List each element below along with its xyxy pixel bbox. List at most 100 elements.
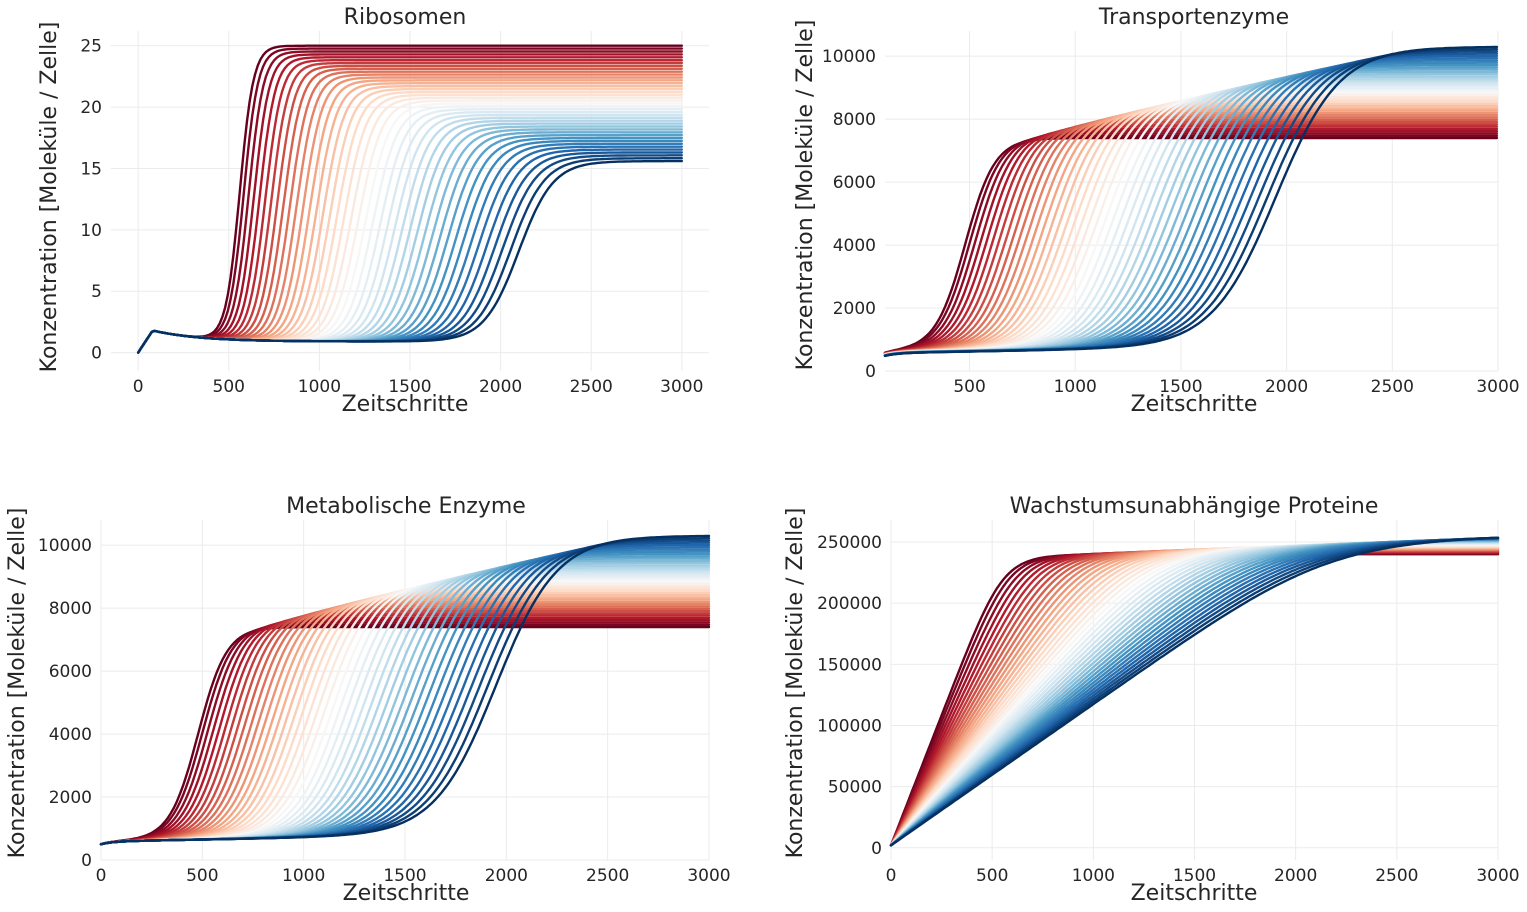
chart-title: Transportenzyme [1098,5,1289,30]
series-line-1 [99,625,711,846]
series-line-6 [883,125,1499,355]
x-axis-label: Zeitschritte [342,392,469,417]
series-line-14 [883,107,1499,356]
series-lines [889,536,1500,847]
series-lines [137,44,683,354]
x-tick-label: 2000 [1265,377,1308,397]
y-tick-label: 0 [865,362,876,382]
y-tick-label: 2000 [833,299,876,319]
x-tick-label: 500 [213,377,245,397]
x-axis-label: Zeitschritte [1131,881,1258,906]
x-tick-label: 2500 [570,377,613,397]
x-tick-label: 1000 [1054,377,1097,397]
x-tick-label: 1500 [388,377,431,397]
y-tick-label: 6000 [49,662,92,682]
series-line-5 [99,616,711,846]
y-tick-label: 4000 [49,725,92,745]
series-line-4 [137,53,683,354]
y-tick-label: 0 [81,851,92,871]
x-tick-label: 500 [953,377,985,397]
x-tick-labels: 0 500 1000 1500 2000 2500 3000 [133,377,704,397]
x-tick-label: 1500 [1159,377,1202,397]
x-tick-label: 0 [133,377,144,397]
y-axis-label: Konzentration [Moleküle / Zelle] [783,508,808,859]
y-tick-label: 15 [80,159,102,179]
series-line-8 [883,120,1499,355]
x-tick-label: 500 [186,866,218,886]
chart-metabolische-enzyme: 0 500 1000 1500 2000 2500 3000 0 2000 4000 6000 80… [5,494,731,906]
series-line-41 [99,534,711,846]
series-line-13 [99,598,711,846]
y-tick-labels: 0 2000 4000 6000 8000 10000 [38,536,92,871]
y-tick-label: 250000 [817,533,882,553]
y-tick-label: 100000 [817,716,882,736]
chart-title: Metabolische Enzyme [286,494,526,519]
x-tick-label: 2500 [586,866,629,886]
series-line-9 [99,607,711,846]
x-tick-label: 2500 [1371,377,1414,397]
series-line-10 [883,116,1499,356]
series-line-3 [137,50,683,354]
x-axis-label: Zeitschritte [1131,392,1258,417]
series-line-1 [137,44,683,354]
series-line-6 [137,59,683,354]
series-line-5 [883,127,1499,355]
y-tick-label: 50000 [828,778,882,798]
x-tick-label: 2000 [479,377,522,397]
x-tick-label: 2000 [485,866,528,886]
y-tick-labels: 0 5 10 15 20 25 [80,37,102,364]
series-lines [883,45,1499,358]
x-tick-label: 0 [96,866,107,886]
y-tick-label: 0 [91,344,102,364]
y-tick-label: 10000 [38,536,92,556]
chart-ribosomen: 0 500 1000 1500 2000 2500 3000 0 5 10 15 20 25 Ribo… [37,5,709,417]
y-tick-label: 150000 [817,655,882,675]
series-line-41 [883,45,1499,358]
y-tick-label: 10 [80,221,102,241]
series-line-11 [883,114,1499,356]
series-line-1 [883,136,1499,354]
x-tick-labels: 0 500 1000 1500 2000 2500 3000 [96,866,731,886]
series-line-6 [99,614,711,846]
series-line-2 [883,134,1499,355]
y-tick-label: 25 [80,37,102,57]
y-tick-label: 20 [80,98,102,118]
x-tick-label: 1500 [383,866,426,886]
y-axis-label: Konzentration [Moleküle / Zelle] [793,20,818,371]
x-tick-label: 500 [976,866,1008,886]
x-tick-label: 1000 [298,377,341,397]
x-tick-label: 1500 [1173,866,1216,886]
y-tick-labels: 0 2000 4000 6000 8000 10000 [822,47,876,382]
series-line-2 [137,47,683,354]
x-axis-label: Zeitschritte [343,881,470,906]
series-line-41 [889,536,1500,847]
series-line-5 [137,56,683,354]
y-tick-label: 10000 [822,47,876,67]
y-axis-label: Konzentration [Moleküle / Zelle] [5,508,30,859]
x-tick-label: 1000 [1072,866,1115,886]
x-tick-label: 2500 [1375,866,1418,886]
y-tick-label: 8000 [833,110,876,130]
series-line-4 [99,619,711,846]
x-tick-label: 3000 [687,866,730,886]
chart-title: Wachstumsunabhängige Proteine [1010,494,1379,519]
chart-transportenzyme: 500 1000 1500 2000 2500 3000 0 2000 4000 6000 800… [793,5,1520,417]
series-line-7 [883,123,1499,355]
y-tick-label: 6000 [833,173,876,193]
x-tick-label: 3000 [1476,377,1519,397]
x-tick-label: 3000 [1476,866,1519,886]
x-tick-label: 1000 [282,866,325,886]
y-tick-label: 0 [871,839,882,859]
y-tick-label: 8000 [49,599,92,619]
y-tick-labels: 0 50000 100000 150000 200000 250000 [817,533,882,859]
y-axis-label: Konzentration [Moleküle / Zelle] [37,22,62,373]
x-tick-labels: 500 1000 1500 2000 2500 3000 [953,377,1519,397]
x-tick-label: 3000 [660,377,703,397]
series-line-10 [99,605,711,846]
series-line-41 [137,159,683,354]
y-tick-label: 200000 [817,594,882,614]
series-lines [99,534,711,846]
chart-wachstumsunabhaengige-proteine: 0 500 1000 1500 2000 2500 3000 0 50000 100000 150… [783,494,1520,906]
y-tick-label: 5 [91,282,102,302]
